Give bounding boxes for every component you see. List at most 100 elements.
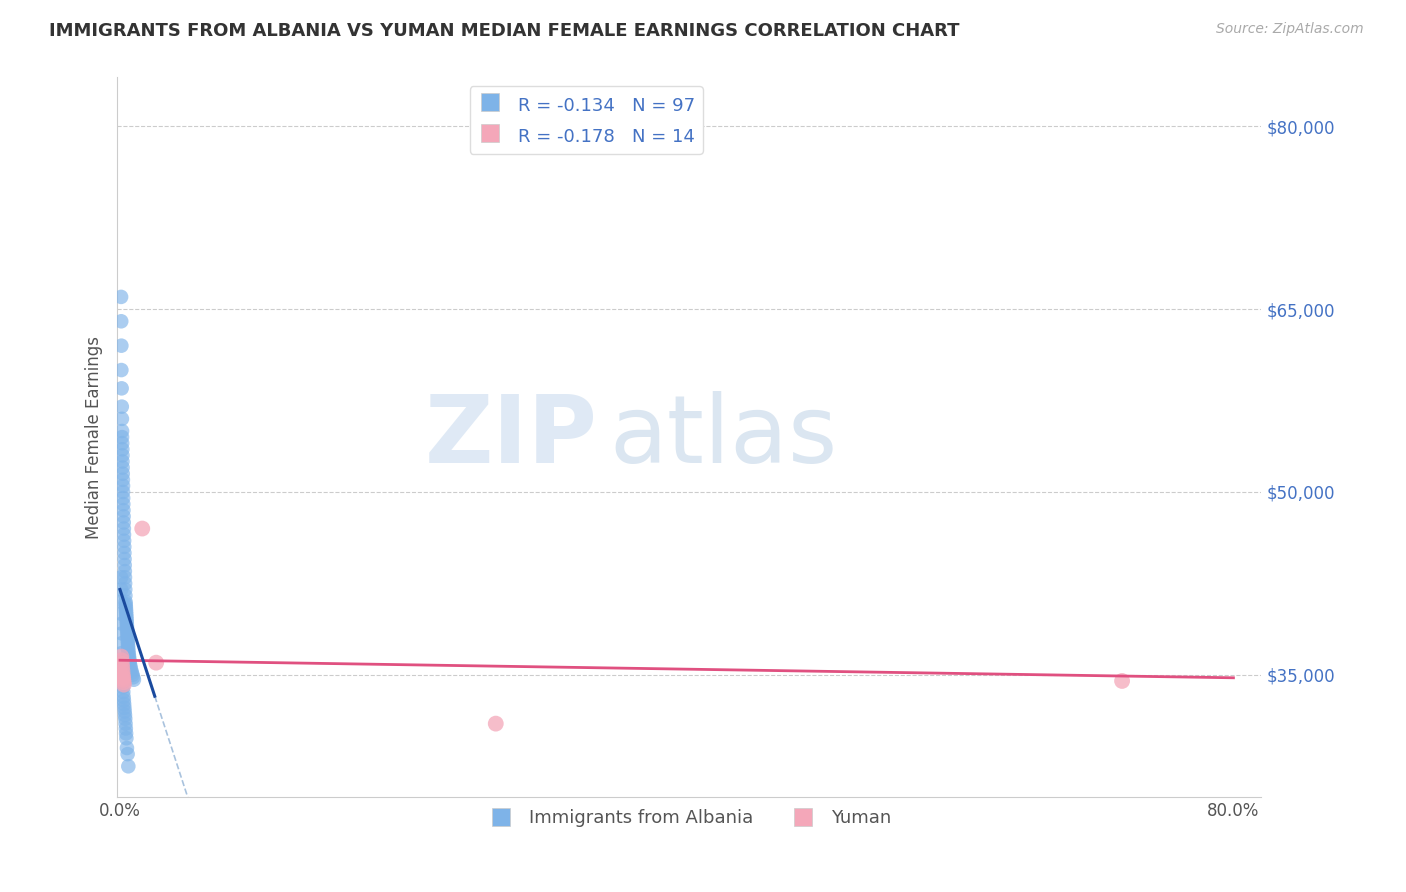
Point xyxy=(115,604,138,618)
Point xyxy=(120,660,142,674)
Point xyxy=(1111,673,1133,688)
Point xyxy=(115,602,138,616)
Point xyxy=(111,646,134,660)
Point xyxy=(112,680,135,694)
Point xyxy=(118,656,141,670)
Point xyxy=(115,619,138,633)
Text: ZIP: ZIP xyxy=(425,391,598,483)
Point xyxy=(110,649,132,664)
Point xyxy=(111,616,134,631)
Point xyxy=(111,424,134,438)
Point xyxy=(111,665,134,680)
Point xyxy=(121,665,143,680)
Point xyxy=(118,653,141,667)
Point xyxy=(111,653,134,667)
Point xyxy=(117,629,139,643)
Point xyxy=(145,656,167,670)
Point xyxy=(111,675,134,690)
Point xyxy=(114,582,136,597)
Point xyxy=(111,473,134,487)
Point xyxy=(117,643,139,657)
Point xyxy=(111,653,134,667)
Point xyxy=(115,731,138,746)
Text: Source: ZipAtlas.com: Source: ZipAtlas.com xyxy=(1216,22,1364,37)
Point xyxy=(115,741,138,756)
Point xyxy=(117,632,139,646)
Point xyxy=(112,533,135,548)
Point xyxy=(114,595,136,609)
Point xyxy=(111,449,134,463)
Point xyxy=(111,442,134,457)
Point xyxy=(117,640,139,655)
Point xyxy=(111,412,134,426)
Text: atlas: atlas xyxy=(609,391,838,483)
Point xyxy=(112,700,135,714)
Point xyxy=(112,697,135,711)
Point xyxy=(111,626,134,640)
Point xyxy=(114,552,136,566)
Point xyxy=(111,454,134,468)
Point xyxy=(110,607,132,621)
Point xyxy=(114,564,136,578)
Point xyxy=(112,693,135,707)
Point xyxy=(111,400,134,414)
Point xyxy=(114,589,136,603)
Point xyxy=(120,663,142,677)
Point xyxy=(112,503,135,517)
Point xyxy=(117,759,139,773)
Point xyxy=(110,570,132,584)
Point xyxy=(117,636,139,650)
Point xyxy=(114,722,136,736)
Point xyxy=(111,460,134,475)
Point xyxy=(114,597,136,611)
Point xyxy=(131,522,153,536)
Point xyxy=(111,664,134,678)
Point xyxy=(115,609,138,624)
Point xyxy=(111,659,134,673)
Point xyxy=(112,690,135,704)
Point xyxy=(117,747,139,761)
Point xyxy=(111,657,134,671)
Point xyxy=(485,716,508,731)
Point xyxy=(111,636,134,650)
Point xyxy=(111,660,134,674)
Point xyxy=(115,726,138,740)
Y-axis label: Median Female Earnings: Median Female Earnings xyxy=(86,335,103,539)
Point xyxy=(115,614,138,628)
Point xyxy=(112,491,135,505)
Point xyxy=(111,436,134,450)
Point xyxy=(110,582,132,597)
Point xyxy=(112,540,135,554)
Point xyxy=(112,675,135,690)
Point xyxy=(112,673,135,687)
Point xyxy=(117,633,139,648)
Point xyxy=(114,576,136,591)
Point xyxy=(111,381,134,395)
Point xyxy=(111,668,134,682)
Point xyxy=(112,522,135,536)
Legend: Immigrants from Albania, Yuman: Immigrants from Albania, Yuman xyxy=(481,802,898,835)
Point xyxy=(115,616,138,631)
Point xyxy=(112,516,135,530)
Point xyxy=(114,570,136,584)
Point xyxy=(110,595,132,609)
Point xyxy=(110,363,132,377)
Text: IMMIGRANTS FROM ALBANIA VS YUMAN MEDIAN FEMALE EARNINGS CORRELATION CHART: IMMIGRANTS FROM ALBANIA VS YUMAN MEDIAN … xyxy=(49,22,960,40)
Point xyxy=(110,339,132,353)
Point xyxy=(112,509,135,524)
Point xyxy=(114,712,136,726)
Point xyxy=(110,290,132,304)
Point xyxy=(112,685,135,699)
Point xyxy=(117,639,139,653)
Point xyxy=(120,658,142,673)
Point xyxy=(117,646,139,660)
Point xyxy=(118,648,141,663)
Point xyxy=(112,546,135,560)
Point xyxy=(115,607,138,621)
Point xyxy=(111,670,134,684)
Point xyxy=(114,599,136,614)
Point xyxy=(112,527,135,541)
Point xyxy=(111,467,134,481)
Point xyxy=(111,430,134,444)
Point xyxy=(121,668,143,682)
